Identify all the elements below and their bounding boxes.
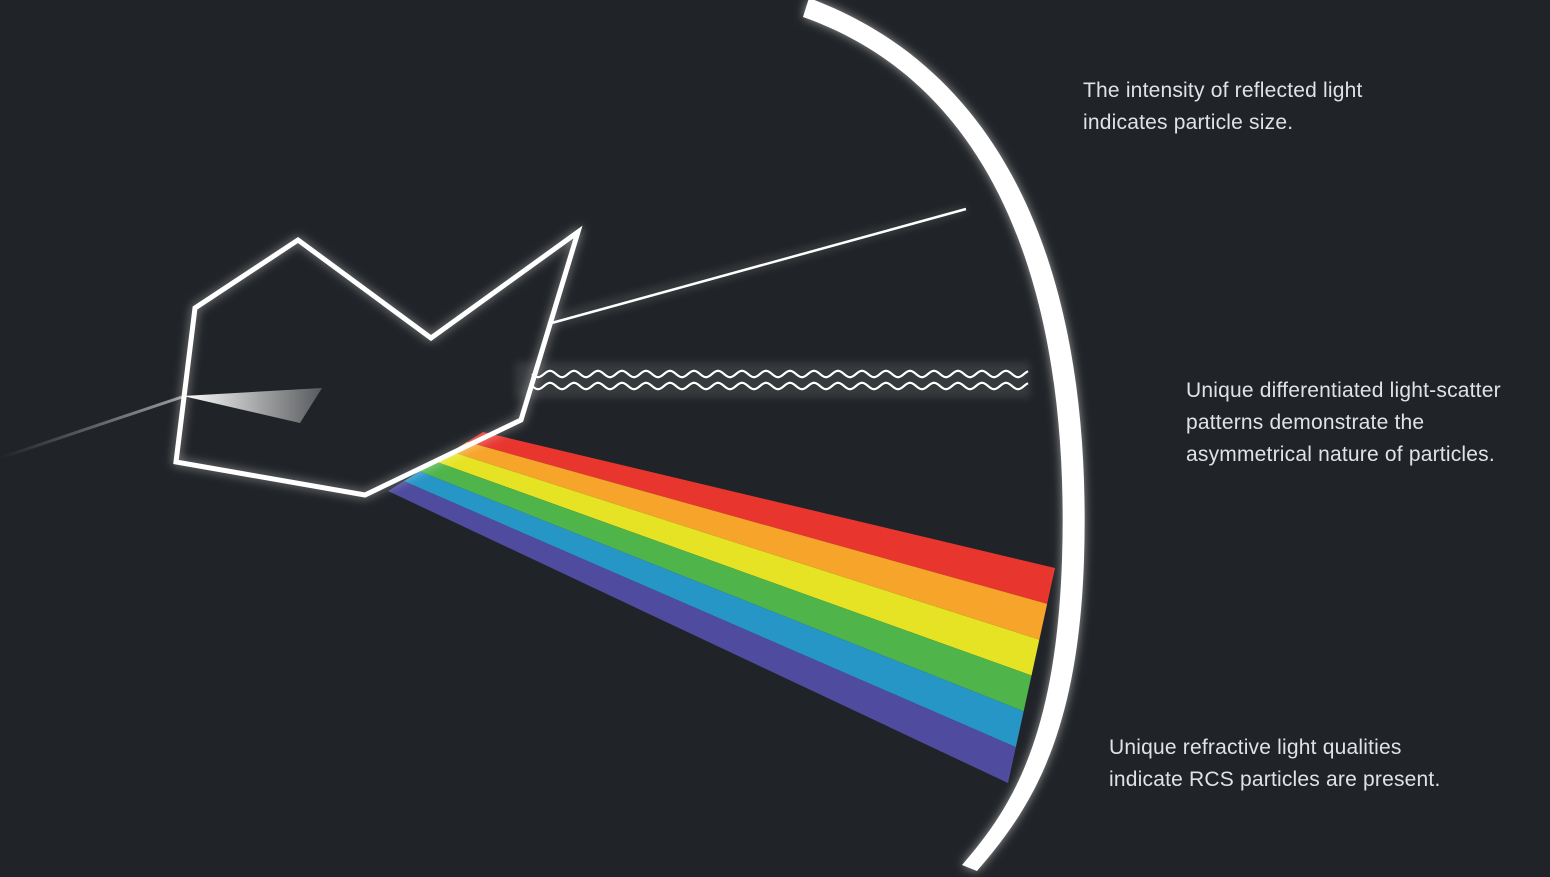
reflected-light-beam bbox=[547, 205, 967, 330]
caption-line: patterns demonstrate the bbox=[1186, 411, 1425, 434]
spectrum-band bbox=[388, 481, 1016, 783]
incoming-light-beam bbox=[0, 395, 183, 460]
internal-light-cone bbox=[183, 388, 322, 423]
spectrum-band bbox=[419, 461, 1032, 712]
spectrum-band bbox=[403, 471, 1024, 748]
refracted-spectrum bbox=[388, 432, 1056, 783]
scattered-light-waves bbox=[515, 362, 1030, 398]
caption-line: Unique differentiated light-scatter bbox=[1186, 379, 1501, 402]
detector-arc bbox=[803, 0, 1085, 871]
caption-line: asymmetrical nature of particles. bbox=[1186, 443, 1495, 466]
caption-refractive-light: Unique refractive light qualities indica… bbox=[1109, 732, 1441, 796]
caption-line: The intensity of reflected light bbox=[1083, 79, 1363, 102]
caption-line: Unique refractive light qualities bbox=[1109, 736, 1402, 759]
spectrum-band bbox=[435, 451, 1040, 676]
spectrum-band bbox=[451, 441, 1048, 640]
caption-line: indicate RCS particles are present. bbox=[1109, 768, 1441, 791]
spectrum-band bbox=[467, 432, 1056, 604]
caption-reflected-light: The intensity of reflected light indicat… bbox=[1083, 75, 1363, 139]
caption-line: indicates particle size. bbox=[1083, 111, 1294, 134]
caption-light-scatter: Unique differentiated light-scatter patt… bbox=[1186, 375, 1501, 471]
particle-outline bbox=[173, 225, 583, 498]
